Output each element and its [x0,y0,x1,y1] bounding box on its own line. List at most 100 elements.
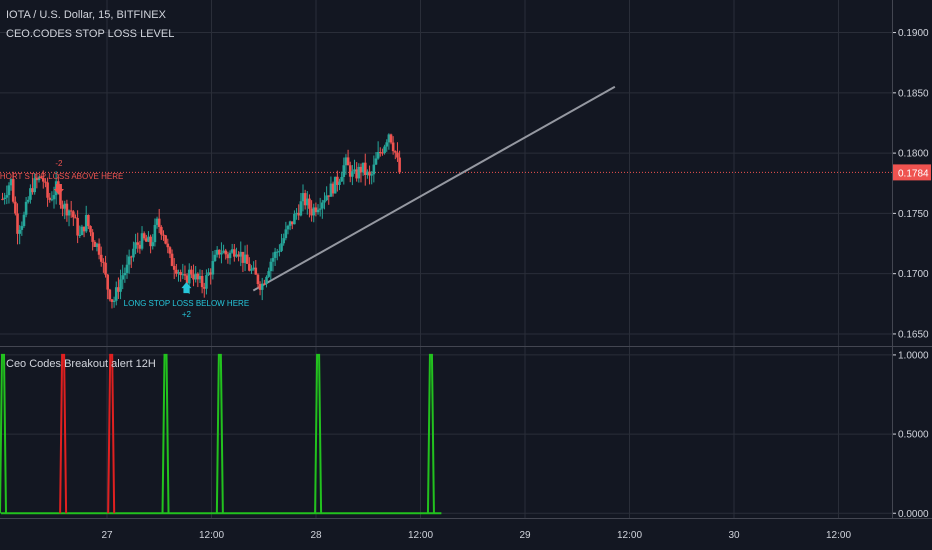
candle-body [114,287,118,301]
candle-body [394,151,397,153]
last-price-label: 0.1784 [898,168,929,179]
candle-body [95,243,99,247]
candle-body [187,269,191,284]
trendline-layer[interactable] [252,85,616,292]
candle-body [67,210,71,216]
candle-body [172,265,176,270]
candle-body [293,213,296,225]
candle-body [121,275,125,280]
candle-body [239,251,243,257]
candle-body [31,188,34,193]
candle-body [157,218,161,227]
candle-body [230,249,234,253]
candle-body [162,234,165,236]
candle-body [108,289,112,300]
candle-body [164,235,167,244]
candle-body [59,187,62,205]
candle-body [385,142,389,147]
candles [1,133,401,309]
alert-spike [426,353,435,514]
candle-body [24,201,28,215]
candle-body [295,212,298,214]
candle-body [97,243,101,255]
candle-body [357,166,361,179]
candle-body [192,274,195,280]
candle-body [346,157,350,166]
symbol-title: IOTA / U.S. Dollar, 15, BITFINEX [6,9,166,21]
candle-body [29,188,32,200]
candle-body [140,233,144,249]
candle-body [308,198,311,209]
pane2-title: Ceo Codes Breakout alert 12H [6,358,156,370]
candle-body [228,252,232,259]
candle-body [3,197,6,200]
indicator-name: CEO.CODES STOP LOSS LEVEL [6,28,175,40]
y-tick-label: 0.0000 [898,509,929,520]
candle-body [151,242,155,247]
candle-body [256,274,260,285]
y-tick-label: 0.1700 [898,269,929,280]
x-tick-label: 30 [728,530,740,541]
candle-body [185,275,189,284]
candle-body [316,209,320,213]
candle-body [112,300,116,302]
candle-body [104,262,107,275]
candle-body [301,193,305,202]
annotation-count: +2 [182,310,192,319]
candle-body [61,204,64,209]
candle-body [383,146,386,154]
short-stop-arrow-icon [53,184,64,196]
candle-body [211,261,215,275]
candle-body [175,269,178,274]
candle-body [89,226,92,233]
candle-body [48,197,52,200]
candle-body [372,164,376,175]
candle-body [222,250,225,253]
candle-body [387,134,391,143]
candle-body [271,257,275,262]
candle-body [16,213,19,234]
candle-body [26,199,30,202]
candle-body [46,182,49,198]
y-tick-label: 0.1800 [898,149,929,160]
candle-body [278,250,281,252]
y-tick-label: 0.1650 [898,329,929,340]
candle-body [65,203,69,216]
candle-body [323,200,326,203]
candle-body [78,234,82,236]
candle-body [183,274,187,276]
candle-body [233,249,236,257]
candle-body [153,224,157,243]
candle-body [9,179,13,186]
candle-body [14,201,17,214]
candle-body [213,254,217,262]
candle-body [226,254,230,259]
candle-body [166,243,170,248]
candle-body [84,214,88,232]
alert-spike [59,353,68,514]
candle-body [125,264,129,273]
candle-body [50,199,54,201]
candle-body [338,181,341,185]
candle-body [340,176,343,182]
candle-body [82,226,86,232]
candle-body [196,273,200,280]
candle-body [106,274,109,290]
candle-body [391,142,395,152]
candle-body [74,217,77,219]
candle-body [275,251,279,253]
candle-body [76,217,79,236]
alert-spike [0,353,7,514]
candle-body [389,134,393,143]
grid [0,0,892,518]
candle-body [132,248,135,258]
candle-body [267,271,270,277]
last-price-badge [893,164,931,181]
candle-body [235,254,238,257]
candle-body [11,179,15,202]
candle-body [5,195,9,198]
candle-body [202,287,206,289]
candle-body [147,236,150,242]
candle-body [286,225,290,230]
